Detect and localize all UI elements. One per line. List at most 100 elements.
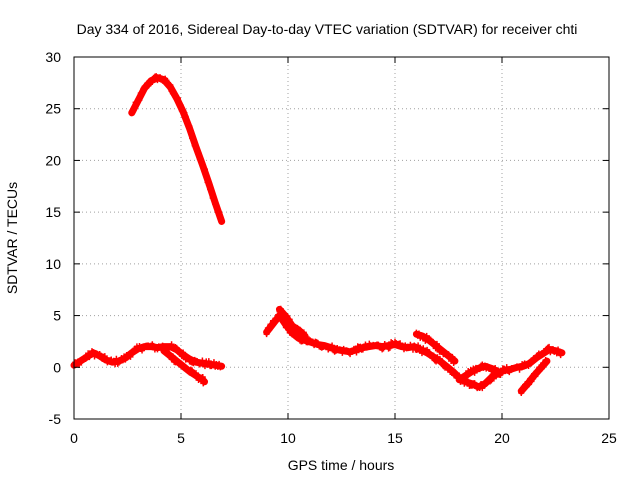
data-markers-late-branch [518, 357, 549, 397]
data-point [359, 346, 366, 353]
data-point [201, 379, 208, 386]
data-point [192, 142, 199, 149]
gridlines [74, 57, 609, 419]
data-point [445, 364, 452, 371]
x-tick-label: 10 [280, 430, 296, 446]
data-point [386, 344, 393, 351]
data-point [490, 375, 497, 382]
data-point [213, 204, 220, 211]
data-point [113, 355, 120, 362]
data-point [555, 346, 562, 353]
data-point [122, 356, 129, 363]
y-tick-label: -5 [49, 411, 62, 427]
data-point [136, 96, 143, 103]
data-point [166, 350, 173, 357]
data-point [136, 343, 143, 350]
y-tick-label: 10 [45, 256, 61, 272]
data-point [187, 127, 194, 134]
data-point [347, 351, 354, 358]
data-point [277, 305, 284, 312]
y-tick-label: 0 [53, 359, 61, 375]
data-point [525, 381, 532, 388]
x-tick-label: 25 [601, 430, 617, 446]
data-point [163, 77, 170, 84]
data-point [208, 187, 215, 194]
axis-ticks: 0 5 10 15 20 25 -5 0 5 10 15 20 25 30 [45, 49, 617, 446]
data-point [201, 166, 208, 173]
data-markers-midday-upper-branch [276, 305, 307, 336]
data-point [518, 390, 525, 397]
data-markers-morning-band [71, 341, 224, 371]
data-point [450, 360, 457, 367]
data-point [557, 352, 564, 359]
data-point [329, 342, 336, 349]
data-point [216, 360, 223, 367]
data-point [217, 364, 224, 371]
data-markers-upper-arc [128, 73, 224, 221]
y-tick-label: 15 [45, 204, 61, 220]
data-point [476, 366, 483, 373]
data-markers-evening-branch [456, 361, 500, 385]
data-point [210, 197, 217, 204]
data-point [139, 88, 146, 95]
data-point [471, 369, 478, 376]
data-point [217, 214, 224, 221]
x-tick-label: 20 [494, 430, 510, 446]
data-point [149, 78, 156, 85]
data-point [216, 209, 223, 216]
chart-title: Day 334 of 2016, Sidereal Day-to-day VTE… [77, 21, 578, 37]
y-tick-label: 5 [53, 308, 61, 324]
data-point [131, 104, 138, 111]
data-markers-afternoon-branch [413, 329, 457, 367]
data-point [528, 378, 535, 385]
data-point [268, 321, 275, 328]
x-tick-label: 0 [70, 430, 78, 446]
data-point [192, 370, 199, 377]
data-point [463, 372, 470, 379]
data-point [503, 364, 510, 371]
data-point [492, 365, 499, 372]
data-point [173, 344, 180, 351]
data-point [300, 329, 307, 336]
data-point [534, 368, 541, 375]
data-point [199, 357, 206, 364]
data-point [177, 101, 184, 108]
data-point [433, 340, 440, 347]
y-axis-title: SDTVAR / TECUs [4, 182, 20, 294]
data-point [198, 158, 205, 165]
data-point [266, 327, 273, 334]
data-point [181, 109, 188, 116]
data-point [542, 357, 549, 364]
data-markers-morning-lower-branch [160, 347, 208, 387]
data-point [205, 358, 212, 365]
data-point [353, 349, 360, 356]
x-tick-label: 5 [177, 430, 185, 446]
data-point [195, 149, 202, 156]
data-point [314, 339, 321, 346]
x-tick-label: 15 [387, 430, 403, 446]
data-point [128, 350, 135, 357]
data-point [286, 316, 293, 323]
data-point [145, 82, 152, 89]
plot-frame [73, 56, 610, 420]
data-point [284, 312, 291, 319]
data-point [438, 358, 445, 365]
data-point [199, 162, 206, 169]
data-point [190, 135, 197, 142]
data-point [180, 349, 187, 356]
data-point [205, 181, 212, 188]
data-point [430, 352, 437, 359]
data-point [182, 113, 189, 120]
data-point [203, 173, 210, 180]
data-point [130, 108, 137, 115]
data-point [101, 353, 108, 360]
data-points [70, 73, 566, 397]
data-point [199, 374, 206, 381]
y-tick-label: 25 [45, 101, 61, 117]
data-markers-midday-band [263, 311, 564, 392]
data-point [311, 342, 318, 349]
data-point [169, 353, 176, 360]
y-tick-label: 20 [45, 152, 61, 168]
y-tick-label: 30 [45, 49, 61, 65]
